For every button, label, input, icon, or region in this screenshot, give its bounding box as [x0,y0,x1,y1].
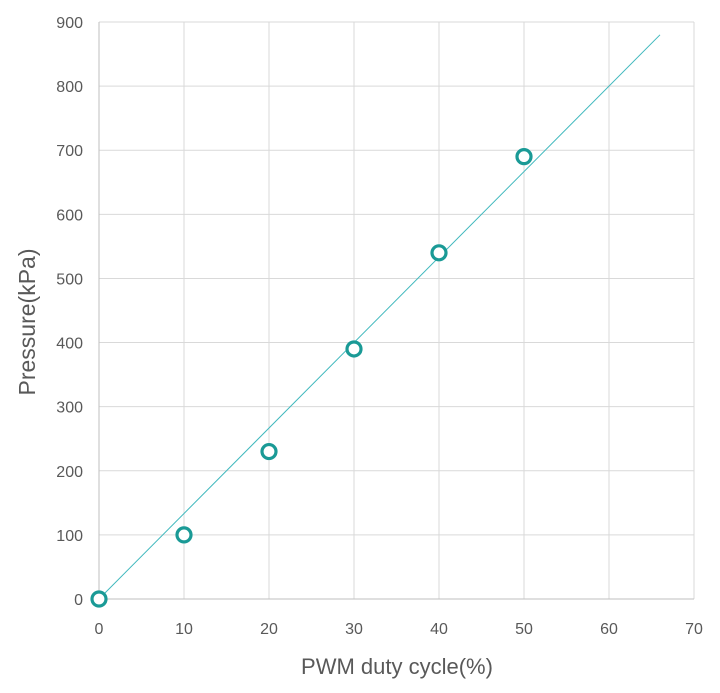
gridlines [99,21,695,599]
x-tick-label-20: 20 [260,621,278,638]
x-tick-label-50: 50 [515,621,533,638]
x-axis-title: PWM duty cycle(%) [301,654,493,679]
data-point-0 [90,590,108,608]
data-point-3 [345,340,363,358]
y-tick-label-900: 900 [56,15,83,32]
y-tick-label-500: 500 [56,271,83,288]
data-point-1 [175,526,193,544]
y-tick-label-300: 300 [56,400,83,417]
y-tick-label-700: 700 [56,143,83,160]
x-tick-label-60: 60 [600,621,618,638]
y-tick-label-800: 800 [56,79,83,96]
x-tick-label-30: 30 [345,621,363,638]
data-point-2 [260,442,278,461]
trend-line-layer [98,34,661,600]
x-tick-label-70: 70 [685,621,703,638]
y-tick-label-100: 100 [56,528,83,545]
x-tick-label-0: 0 [95,621,104,638]
trend-line [98,34,661,600]
y-tick-label-400: 400 [56,336,83,353]
tick-labels: 0 10 20 30 40 50 60 700100200300400500600700800… [56,15,703,638]
axes [98,22,694,600]
y-tick-label-600: 600 [56,207,83,224]
x-tick-label-40: 40 [430,621,448,638]
data-point-4 [430,244,448,262]
y-tick-label-200: 200 [56,464,83,481]
y-axis-title: Pressure(kPa) [14,249,40,396]
y-tick-label-0: 0 [74,592,83,609]
data-points [90,148,533,608]
data-point-5 [515,148,533,166]
x-tick-label-10: 10 [175,621,193,638]
